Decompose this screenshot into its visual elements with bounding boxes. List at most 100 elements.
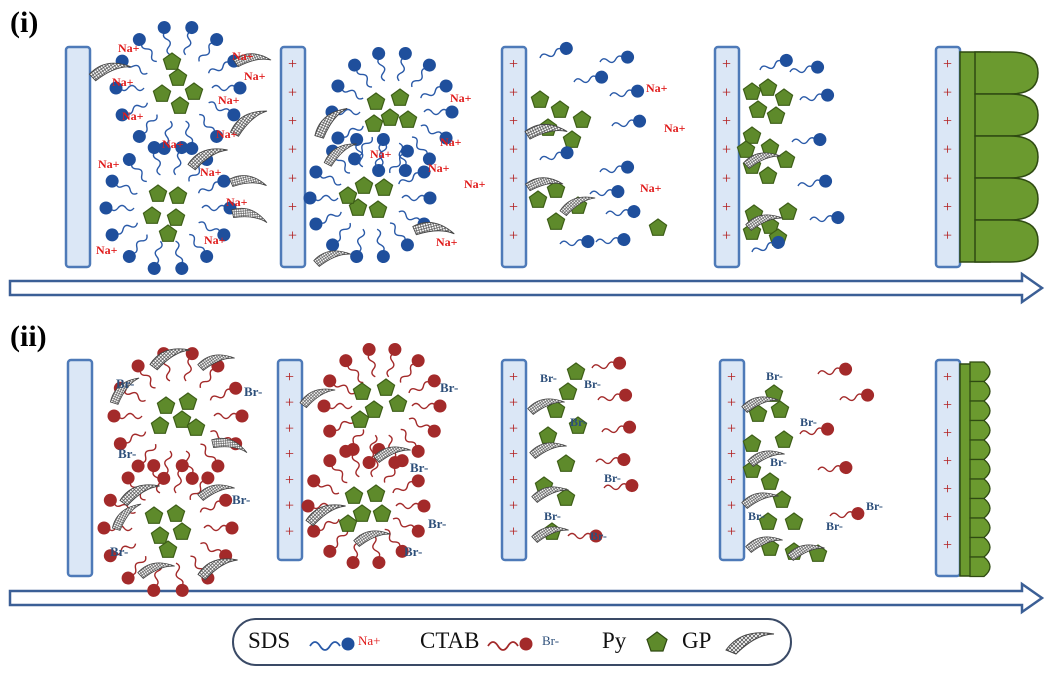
pyrrole-pentagon	[150, 526, 170, 544]
sds-surfactant	[147, 240, 163, 275]
sodium-ion: Na+	[112, 75, 134, 89]
plus-charge-icon: +	[509, 523, 518, 540]
sds-surfactant-tail	[376, 228, 385, 254]
polymer-film-lobe	[969, 517, 991, 539]
sds-surfactant-tail	[164, 120, 173, 146]
ctab-surfactant-tail	[383, 463, 400, 483]
pyrrole-pentagon-shape	[550, 100, 570, 118]
pyrrole-pentagon-shape	[778, 202, 798, 220]
sds-surfactant-tail	[154, 240, 163, 266]
ctab-surfactant	[384, 528, 409, 558]
graphene-sheet-shape	[231, 207, 268, 223]
electrode-charged	[500, 358, 528, 562]
ctab-surfactant-tail	[123, 389, 146, 402]
plus-charge-icon: +	[509, 498, 518, 515]
plus-charge-icon: +	[727, 472, 736, 489]
sds-surfactant-tail	[396, 56, 405, 82]
ctab-surfactant-head	[131, 459, 145, 473]
pyrrole-pentagon	[742, 434, 762, 452]
ctab-surfactant-head	[417, 499, 431, 513]
polymer-film-lobe	[974, 93, 1039, 137]
pyrrole-pentagon-shape	[150, 416, 170, 434]
graphene-sheet-shape	[527, 398, 565, 415]
polymer-film-lobe	[969, 478, 991, 500]
ctab-surfactant	[392, 474, 425, 494]
ctab-surfactant-tail	[399, 363, 416, 383]
graphene-sheet-shape	[229, 110, 268, 137]
pyrrole-pentagon-shape	[538, 426, 558, 444]
pyrrole-pentagon-shape	[158, 224, 178, 242]
sds-surfactant-head	[175, 141, 189, 155]
pyrrole-pentagon	[770, 400, 790, 418]
ctab-surfactant	[203, 521, 239, 535]
sds-surfactant	[809, 211, 845, 225]
pyrrole-pentagon-shape	[742, 126, 762, 144]
sds-surfactant	[374, 133, 390, 168]
sds-surfactant-head	[633, 114, 647, 128]
legend-ctab-label: CTAB	[420, 628, 480, 653]
pyrrole-pentagon-shape	[390, 88, 410, 106]
ctab-surfactant-tail	[386, 352, 395, 378]
sds-surfactant	[791, 133, 827, 147]
plus-charge-icon: +	[943, 425, 952, 442]
ctab-surfactant-tail	[347, 363, 364, 384]
ctab-surfactant-head	[388, 342, 402, 356]
pyrrole-pentagon	[364, 114, 384, 132]
plus-charge-icon: +	[943, 113, 952, 130]
sds-surfactant-head	[813, 133, 827, 147]
ctab-surfactant-tail	[601, 425, 627, 434]
plus-charge-icon: +	[722, 142, 731, 159]
sds-surfactant-tail	[799, 93, 825, 102]
ctab-surfactant-tail	[317, 518, 340, 531]
plus-charge-icon: +	[285, 420, 294, 437]
sds-surfactant-tail	[374, 142, 383, 168]
graphene-sheet	[747, 450, 785, 467]
ctab-surfactant	[346, 442, 360, 478]
pyrrole-pentagon-shape	[380, 108, 400, 126]
graphene-sheet	[211, 437, 248, 453]
pyrrole-pentagon	[186, 418, 206, 436]
pyrrole-pentagon	[162, 52, 182, 70]
pyrrole-pentagon-shape	[366, 92, 386, 110]
pyrrole-pentagon-shape	[398, 110, 418, 128]
pyrrole-pentagon-shape	[184, 82, 204, 100]
ctab-surfactant	[323, 529, 349, 558]
sds-surfactant-tail	[791, 137, 817, 145]
ctab-surfactant-tail	[411, 402, 437, 410]
sds-surfactant-tail	[379, 142, 388, 168]
pyrrole-pentagon-shape	[766, 106, 786, 124]
graphene-sheet	[524, 123, 568, 140]
ctab-surfactant	[200, 443, 225, 473]
sodium-ion: Na+	[200, 165, 222, 179]
ctab-surfactant-head	[623, 420, 637, 434]
graphene-sheet-shape	[197, 354, 235, 371]
sds-surfactant-head	[115, 108, 129, 122]
pyrrole-pentagon-shape	[774, 88, 794, 106]
sodium-ion: Na+	[464, 177, 486, 191]
sds-surfactant	[420, 124, 453, 145]
sds-surfactant-head	[811, 60, 825, 74]
plus-charge-icon: +	[722, 113, 731, 130]
sds-surfactant	[751, 235, 785, 253]
ctab-surfactant-tail	[213, 412, 239, 420]
pyrrole-pentagon-shape	[546, 180, 566, 198]
pyrrole-pentagon	[558, 382, 578, 400]
ctab-surfactant	[173, 459, 189, 494]
sds-surfactant-head	[331, 131, 345, 145]
plus-charge-icon: +	[722, 227, 731, 244]
polymer-film-lobe	[969, 361, 991, 383]
pyrrole-pentagon	[736, 140, 756, 158]
ctab-surfactant-head	[301, 499, 315, 513]
ctab-surfactant-tail	[200, 542, 223, 555]
sds-surfactant-head	[372, 163, 386, 177]
sds-surfactant-head	[105, 174, 119, 188]
bromide-ion: Br-	[590, 529, 607, 543]
sds-surfactant	[309, 211, 342, 231]
pyrrole-pentagon	[648, 218, 668, 236]
ctab-surfactant-head	[372, 556, 386, 570]
pyrrole-pentagon	[374, 178, 394, 196]
bromide-ion: Br-	[584, 377, 601, 391]
sds-surfactant-tail	[423, 108, 449, 116]
sds-surfactant-head	[348, 152, 362, 166]
pyrrole-pentagon-shape	[374, 178, 394, 196]
